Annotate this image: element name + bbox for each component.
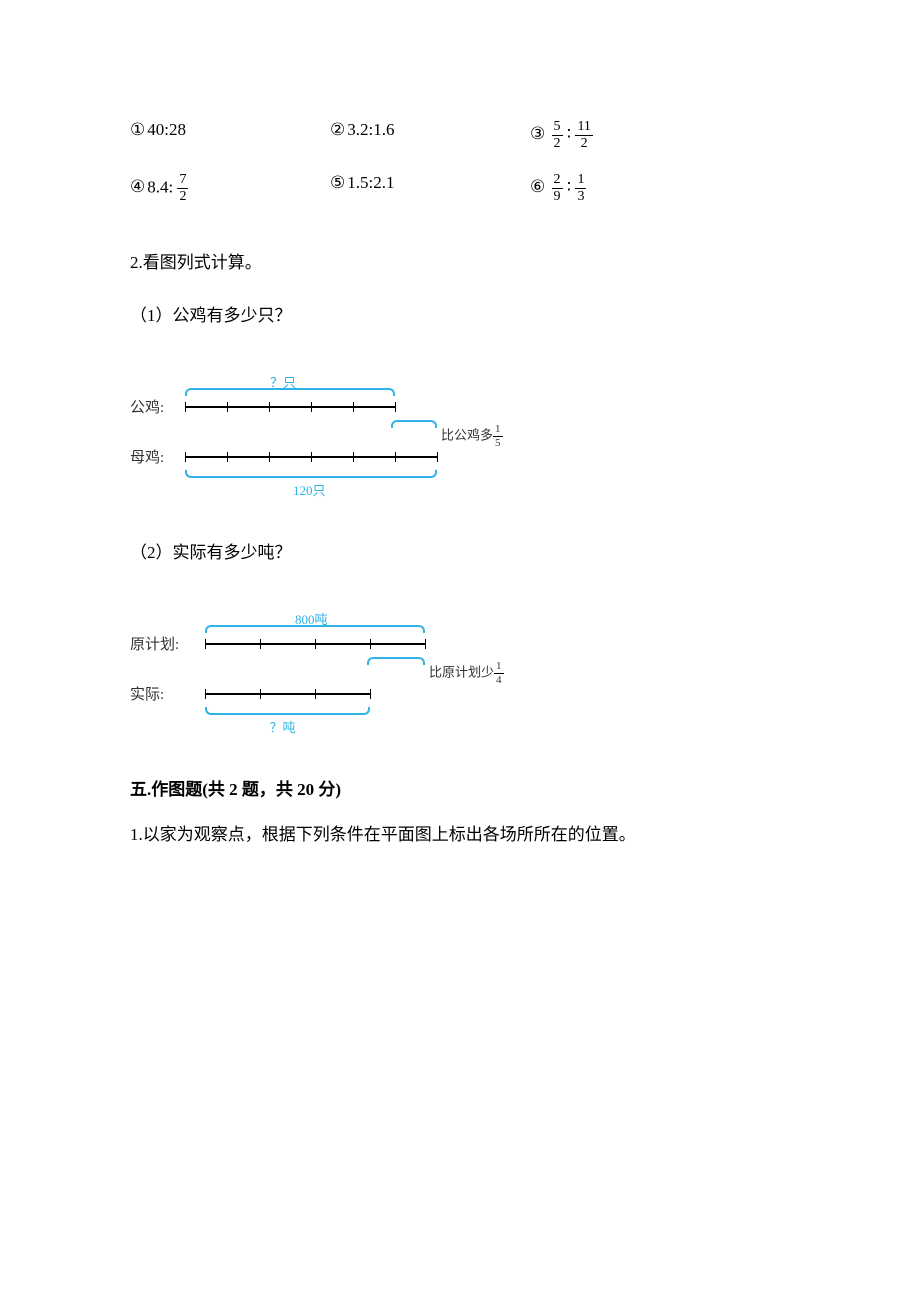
ratio-6-frac-a: 29	[552, 173, 563, 204]
ratio-exercise-grid: ①40:28 ②3.2:1.6 ③ 52 ∶ 112 ④8.4: 72 ⑤1.5…	[130, 120, 790, 204]
diagram-bar	[185, 456, 437, 458]
ratio-item-5: ⑤1.5:2.1	[330, 173, 510, 204]
ratio-text-2: 3.2:1.6	[347, 120, 394, 139]
circled-4: ④	[130, 177, 145, 197]
ratio-6-frac-b: 13	[575, 173, 586, 204]
ratio-item-2: ②3.2:1.6	[330, 120, 510, 151]
circled-2: ②	[330, 120, 345, 140]
extra-bracket	[391, 420, 437, 428]
section5-q1: 1.以家为观察点，根据下列条件在平面图上标出各场所所在的位置。	[130, 820, 790, 845]
diagram-label-top: 公鸡:	[130, 396, 164, 417]
bottom-bracket-label: 120只	[293, 480, 326, 499]
q2-sub1-title: （1）公鸡有多少只？	[130, 301, 790, 326]
extra-bracket	[367, 657, 425, 665]
bottom-bracket	[205, 707, 370, 715]
right-annotation: 比公鸡多15	[441, 424, 503, 449]
q2-title: 2.看图列式计算。	[130, 248, 790, 273]
ratio-item-3: ③ 52 ∶ 112	[530, 120, 710, 151]
ratio-item-6: ⑥ 29 ∶ 13	[530, 173, 710, 204]
ratio-item-4: ④8.4: 72	[130, 173, 310, 204]
circled-3: ③	[530, 124, 545, 144]
diagram-label-bottom: 母鸡:	[130, 446, 164, 467]
circled-6: ⑥	[530, 177, 545, 197]
ratio-text-5: 1.5:2.1	[347, 173, 394, 192]
ratio-3-frac-b: 112	[575, 120, 592, 151]
diagram-bar	[205, 693, 370, 695]
diagram-label-top: 原计划:	[130, 633, 179, 654]
bottom-bracket	[185, 470, 437, 478]
q2-sub1-diagram: 公鸡: 母鸡: ？只 120只 比公鸡多15	[130, 358, 790, 508]
q2-sub2-title: （2）实际有多少吨？	[130, 538, 790, 563]
circled-1: ①	[130, 120, 145, 140]
ratio-3-colon: ∶	[567, 124, 576, 143]
right-annotation: 比原计划少14	[429, 661, 504, 686]
ratio-item-1: ①40:28	[130, 120, 310, 151]
ratio-text-4: 8.4:	[147, 177, 173, 196]
ratio-text-1: 40:28	[147, 120, 186, 139]
ratio-4-frac: 72	[177, 173, 188, 204]
q2-sub2-diagram: 原计划: 实际: 800吨 ？吨 比原计划少14	[130, 595, 790, 745]
top-bracket-label: ？只	[270, 372, 296, 391]
diagram-label-bottom: 实际:	[130, 683, 164, 704]
diagram-bar	[205, 643, 425, 645]
circled-5: ⑤	[330, 173, 345, 193]
ratio-3-frac-a: 52	[552, 120, 563, 151]
ratio-6-colon: ∶	[567, 177, 576, 196]
top-bracket-label: 800吨	[295, 609, 328, 628]
diagram-bar	[185, 406, 395, 408]
bottom-bracket-label: ？吨	[270, 717, 296, 736]
section5-heading: 五.作图题(共 2 题，共 20 分)	[130, 775, 790, 800]
